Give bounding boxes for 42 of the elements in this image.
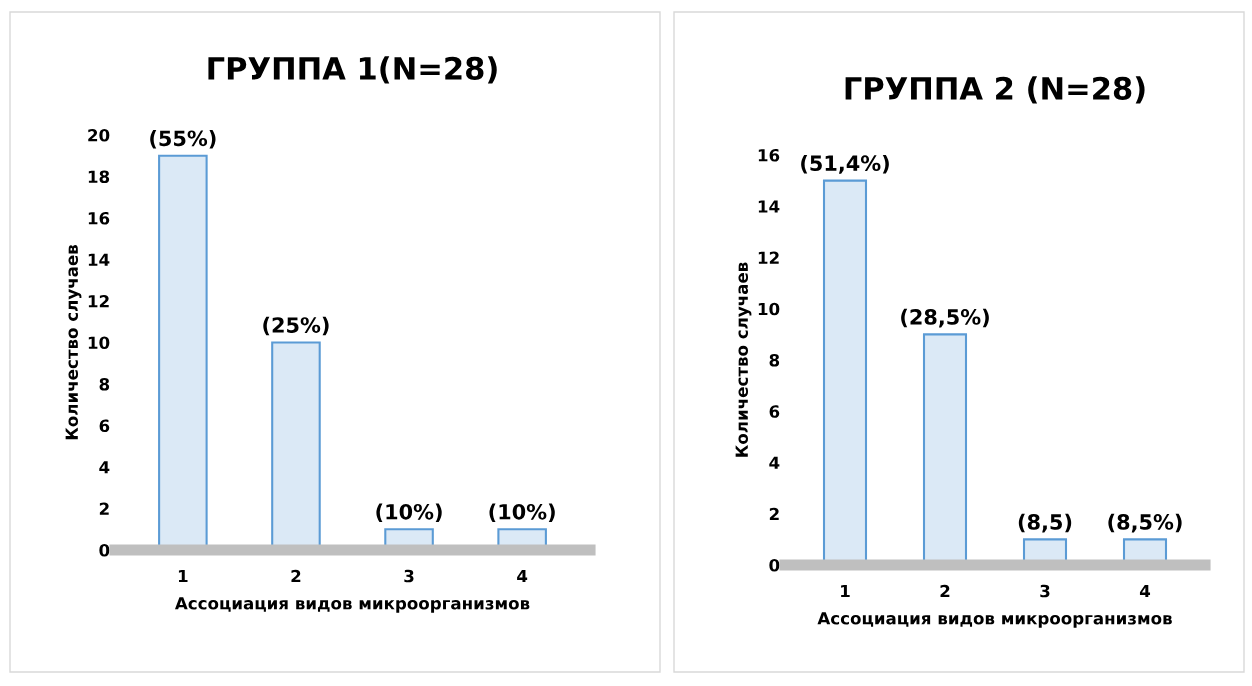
- y-tick-label: 18: [88, 170, 110, 184]
- y-tick-label: 4: [99, 461, 110, 474]
- y-tick-label: 12: [88, 294, 109, 308]
- annotation: (55%): [150, 130, 216, 149]
- y-axis-title: Количество случаев: [735, 262, 752, 457]
- y-tick-label: 12: [758, 251, 779, 264]
- x-tick-label: 3: [404, 569, 414, 583]
- annotation: (10%): [489, 503, 555, 523]
- y-axis-title: Количество случаев: [65, 244, 82, 440]
- y-tick-label: 0: [769, 558, 780, 572]
- x-tick-label: 1: [178, 569, 188, 583]
- y-tick-label: 2: [99, 502, 109, 515]
- annotation: (10%): [376, 503, 442, 523]
- x-tick-label: 2: [291, 569, 301, 583]
- y-tick-label: 10: [758, 302, 780, 316]
- y-tick-label: 14: [758, 200, 780, 213]
- x-tick-label: 4: [517, 569, 528, 583]
- x-tick-label: 3: [1040, 584, 1050, 598]
- y-tick-label: 20: [88, 128, 110, 142]
- x-tick-label: 1: [841, 584, 850, 598]
- y-tick-label: 16: [758, 148, 780, 162]
- x-tick-label: 2: [940, 584, 950, 598]
- x-tick-label: 4: [1139, 584, 1151, 598]
- y-tick-label: 8: [769, 353, 780, 367]
- y-tick-label: 14: [88, 253, 110, 266]
- annotation: (8,5%): [1108, 513, 1182, 533]
- y-tick-label: 8: [99, 377, 110, 391]
- y-tick-label: 6: [769, 405, 780, 418]
- annotation: (8,5): [1018, 513, 1072, 533]
- annotation: (28,5%): [901, 308, 989, 328]
- y-tick-label: 2: [769, 507, 779, 521]
- annotation: (51,4%): [801, 154, 889, 174]
- x-axis-title: Ассоциация видов микроорганизмов: [174, 597, 530, 613]
- y-tick-label: 0: [99, 543, 110, 557]
- x-axis-title: Ассоциация видов микроорганизмов: [817, 612, 1172, 628]
- annotation: (25%): [263, 316, 329, 336]
- chart-title: ГРУППА 1(N=28): [208, 56, 497, 84]
- y-tick-label: 16: [88, 211, 110, 225]
- y-tick-label: 10: [88, 336, 110, 350]
- y-tick-label: 4: [769, 456, 780, 469]
- y-tick-label: 6: [99, 419, 110, 433]
- chart-title: ГРУППА 2 (N=28): [845, 76, 1145, 104]
